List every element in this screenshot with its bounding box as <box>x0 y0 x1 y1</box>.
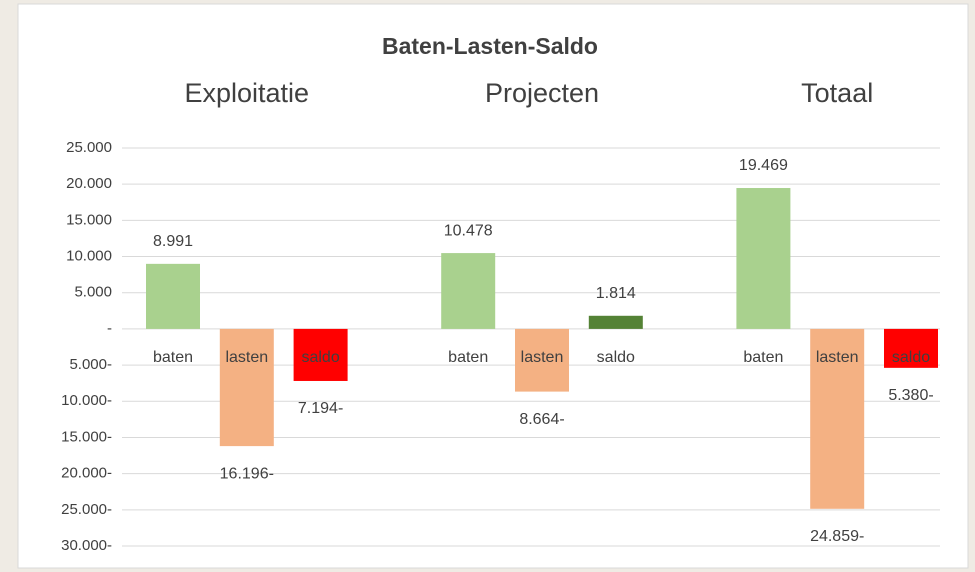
x-tick-label: saldo <box>892 349 930 366</box>
bar <box>884 328 938 368</box>
bar <box>588 315 643 329</box>
value-label: 7.194- <box>298 400 343 417</box>
bar <box>146 263 200 329</box>
value-label: 19.469 <box>739 157 788 174</box>
x-tick-label: lasten <box>521 349 564 366</box>
value-label: 24.859- <box>810 528 864 545</box>
y-tick-label: 5.000 <box>74 284 112 301</box>
y-tick-label: 25.000 <box>66 139 112 156</box>
y-tick-label: 20.000 <box>66 175 112 192</box>
bar <box>736 188 791 329</box>
chart-title: Baten-Lasten-Saldo <box>382 33 598 59</box>
y-tick-label: 5.000- <box>69 356 112 373</box>
group-label: Exploitatie <box>185 78 310 108</box>
bar <box>441 253 496 329</box>
x-tick-label: baten <box>153 349 193 366</box>
x-tick-label: lasten <box>816 349 859 366</box>
x-tick-label: saldo <box>597 349 635 366</box>
y-tick-label: 10.000- <box>61 392 112 409</box>
y-tick-label: 15.000 <box>66 211 112 228</box>
y-tick-label: 15.000- <box>61 428 112 445</box>
value-label: 5.380- <box>888 387 933 404</box>
y-tick-label: 25.000- <box>61 501 112 518</box>
bar <box>219 328 274 447</box>
x-tick-label: baten <box>448 349 488 366</box>
value-label: 10.478 <box>444 222 493 239</box>
value-label: 16.196- <box>220 465 274 482</box>
group-label: Projecten <box>485 78 599 108</box>
y-tick-label: 10.000 <box>66 248 112 265</box>
y-tick-label: 30.000- <box>61 537 112 554</box>
x-tick-label: saldo <box>301 349 339 366</box>
group-label: Totaal <box>801 78 873 108</box>
value-label: 8.664- <box>519 411 564 428</box>
x-tick-label: baten <box>743 349 783 366</box>
bar <box>293 328 348 381</box>
x-tick-label: lasten <box>225 349 268 366</box>
y-tick-label: - <box>107 320 112 337</box>
value-label: 8.991 <box>153 233 193 250</box>
bar <box>515 328 569 392</box>
bar <box>810 328 865 509</box>
value-label: 1.814 <box>596 285 636 302</box>
y-tick-label: 20.000- <box>61 465 112 482</box>
